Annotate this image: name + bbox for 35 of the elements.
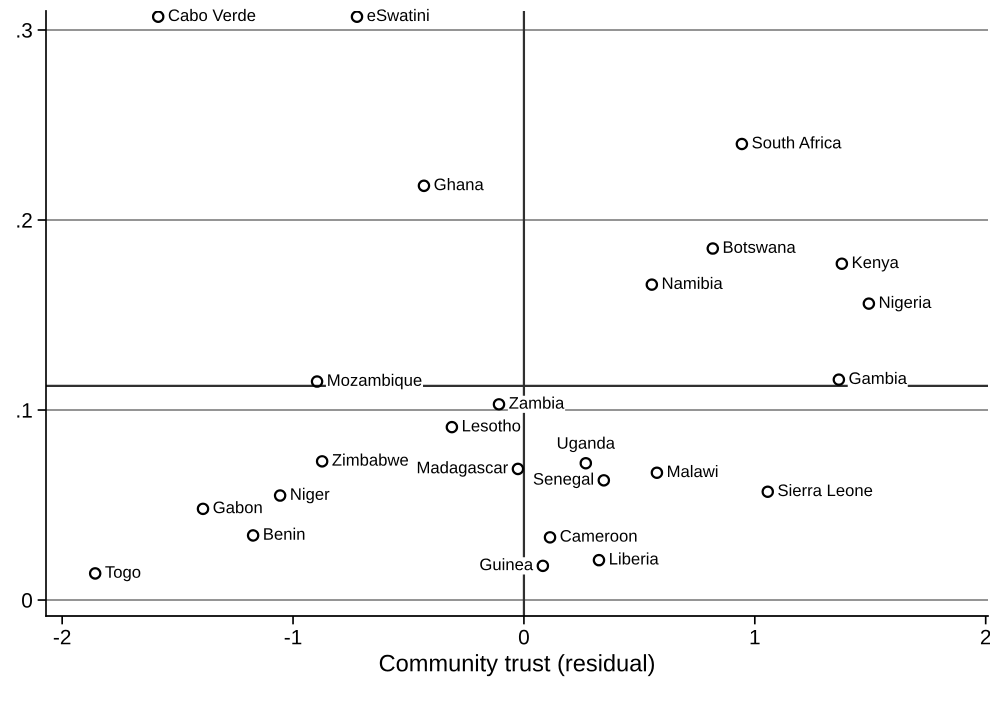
x-tick-label: -2 <box>54 630 70 644</box>
annotation: eSwatini <box>367 8 429 22</box>
annotation: Nigeria <box>880 296 932 312</box>
x-tick-label: 0 <box>518 630 529 644</box>
annotation: Mozambique <box>328 374 422 390</box>
annotation: Kenya <box>852 256 899 272</box>
annotation: Cabo Verde <box>168 8 256 22</box>
annotation: Ghana <box>434 178 484 190</box>
annotation: Guinea <box>480 558 534 570</box>
annotation: Benin <box>264 528 304 540</box>
y-tick-label: .2 <box>17 213 32 228</box>
y-tick-label: .3 <box>17 23 32 38</box>
annotation: South Africa <box>752 136 842 148</box>
x-tick-label: 1 <box>750 630 760 644</box>
annotation: Liberia <box>610 552 659 565</box>
annotation: Malawi <box>668 464 718 478</box>
annotation: Zimbabwe <box>332 454 408 466</box>
x-tick-label: -1 <box>284 630 302 644</box>
x-tick-label: 2 <box>980 630 990 644</box>
annotation: Namibia <box>662 276 723 290</box>
annotation: Uganda <box>558 436 615 452</box>
x-axis-title: Community trust (residual) <box>380 654 654 676</box>
annotation: Madagascar <box>418 461 508 477</box>
annotation: Niger <box>291 488 330 504</box>
annotation: Togo <box>105 566 140 582</box>
annotation: Senegal <box>534 472 593 488</box>
annotation: Lesotho <box>462 419 520 432</box>
y-tick-label: .1 <box>17 403 32 418</box>
annotation: Sierra Leone <box>778 484 872 496</box>
annotation: Gambia <box>849 372 907 384</box>
annotation: Zambia <box>509 396 564 409</box>
y-tick-label: 0 <box>22 593 32 608</box>
annotation: Cameroon <box>560 530 636 542</box>
annotation: Gabon <box>214 501 262 514</box>
annotation: Botswana <box>724 241 796 253</box>
